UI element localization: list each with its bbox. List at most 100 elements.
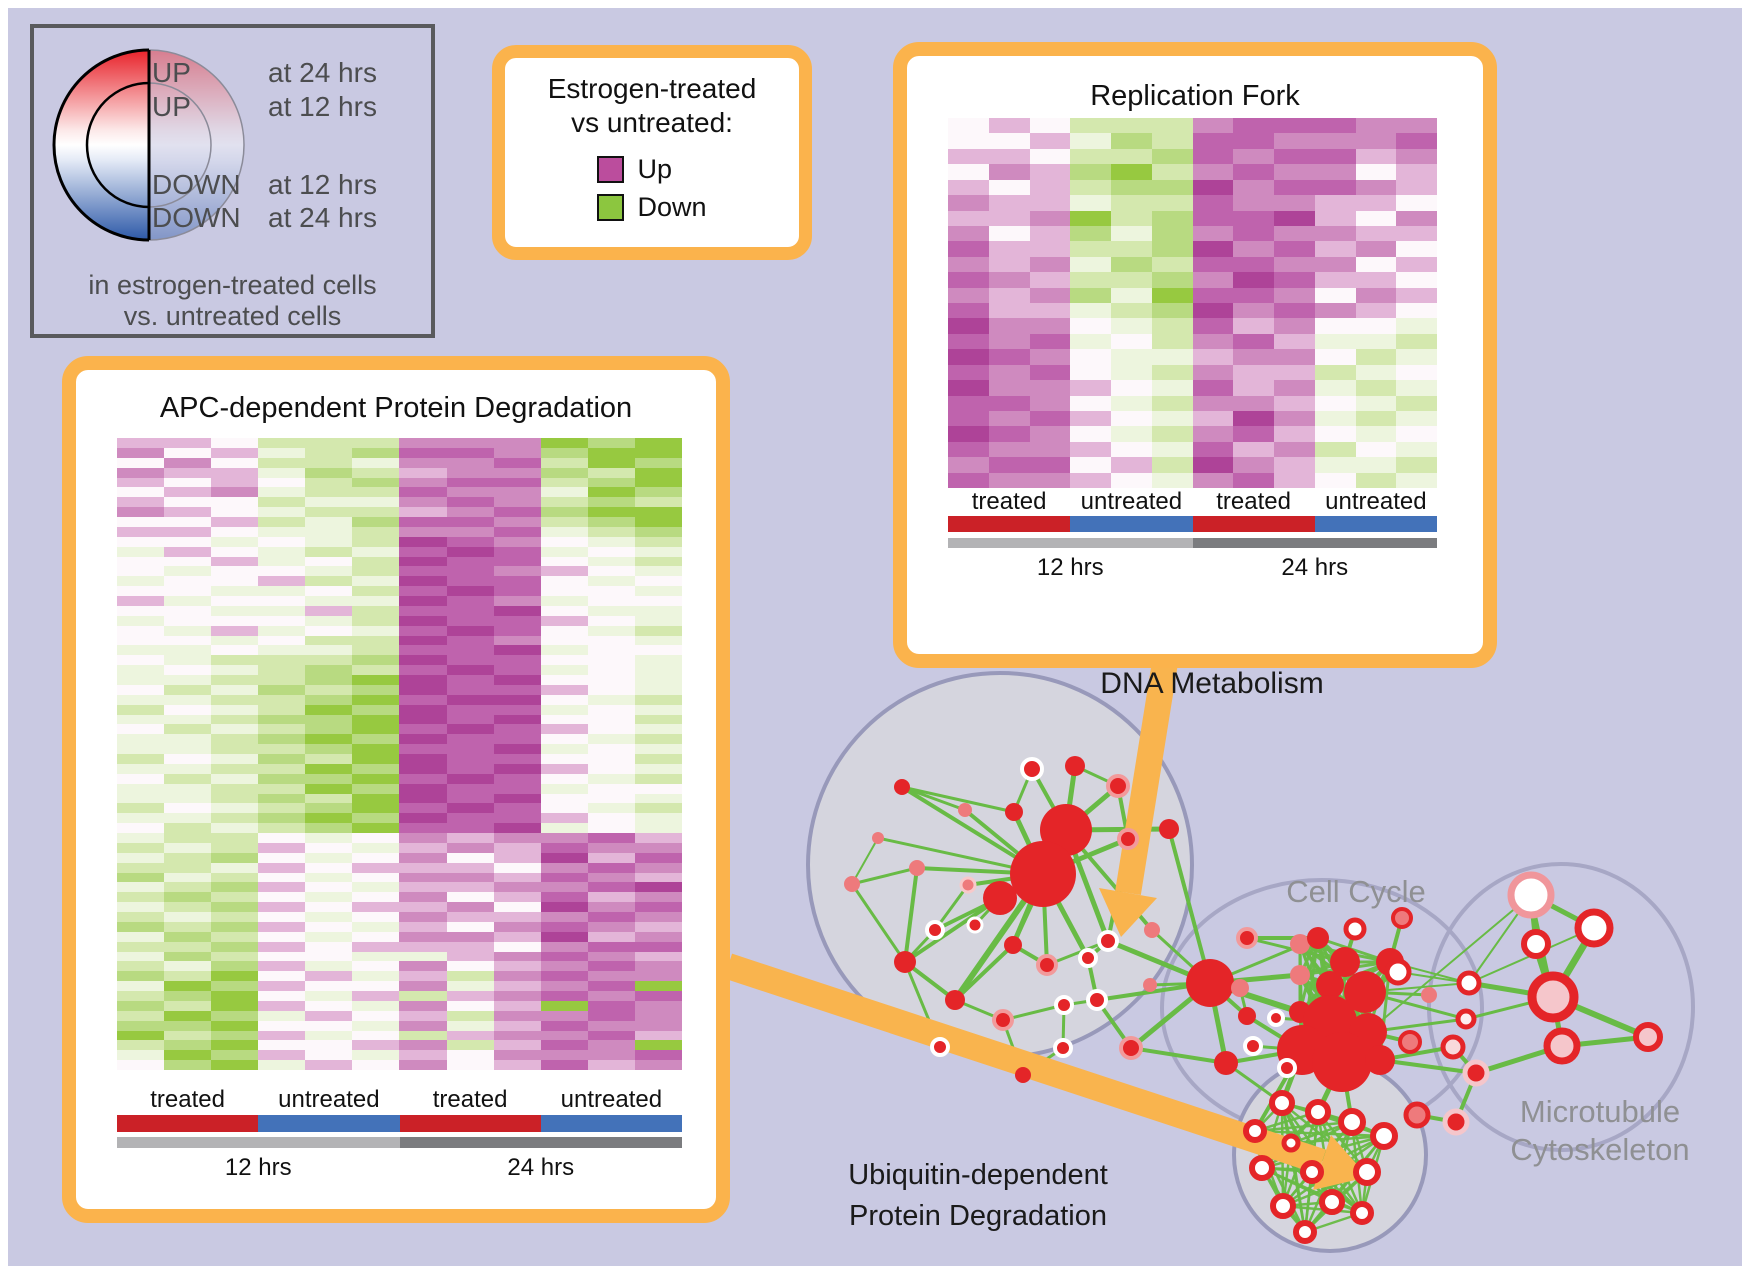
heatmap-cell xyxy=(164,536,212,547)
heatmap-cell xyxy=(258,665,306,675)
heatmap-cell xyxy=(164,892,212,903)
heatmap-cell xyxy=(211,536,259,547)
heatmap-cell xyxy=(493,793,541,804)
heatmap-cell xyxy=(587,1040,635,1051)
heatmap-cell xyxy=(1274,380,1315,396)
heatmap-cell xyxy=(352,882,400,893)
heatmap-cell xyxy=(258,477,306,488)
heatmap-cell xyxy=(258,615,306,626)
heatmap-cell xyxy=(587,961,635,972)
heatmap-cell xyxy=(352,754,400,764)
heatmap-cell xyxy=(352,655,400,666)
heatmap-cell xyxy=(164,783,212,794)
heatmap-cell xyxy=(211,507,259,517)
heatmap-cell xyxy=(399,892,447,903)
heatmap-cell xyxy=(587,665,635,675)
heatmap-cell xyxy=(1111,133,1152,149)
gene-node xyxy=(1455,1008,1477,1030)
heatmap-cell xyxy=(211,566,259,577)
heatmap-cell xyxy=(117,457,165,468)
heatmap-cell xyxy=(634,586,682,596)
gene-node xyxy=(1005,803,1023,821)
gene-node xyxy=(1543,1027,1581,1065)
heatmap-cell xyxy=(399,1010,447,1021)
heatmap-cell xyxy=(211,1020,259,1031)
heatmap-cell xyxy=(1029,349,1071,365)
gene-node xyxy=(1004,936,1022,954)
heatmap-cell xyxy=(164,477,212,488)
gene-node xyxy=(1186,959,1234,1007)
heatmap-cell xyxy=(587,912,635,922)
heatmap-cell xyxy=(540,536,588,547)
heatmap-cell xyxy=(117,763,165,774)
heatmap-cell xyxy=(1355,241,1397,257)
heatmap-cell xyxy=(493,684,541,695)
heatmap-cell xyxy=(305,724,353,735)
group-label-untreated: untreated xyxy=(278,1086,380,1113)
heatmap-cell xyxy=(211,882,259,893)
heatmap-cell xyxy=(117,675,165,685)
heatmap-cell xyxy=(446,605,494,616)
heatmap-cell xyxy=(305,694,353,705)
heatmap-cell xyxy=(1396,380,1437,396)
heatmap-cell xyxy=(117,517,165,527)
cluster-microtubule-cytoskeleton xyxy=(1427,862,1695,1152)
heatmap-cell xyxy=(399,586,447,596)
gene-node xyxy=(1442,1108,1470,1136)
heatmap-cell xyxy=(399,744,447,754)
heatmap-cell xyxy=(258,882,306,893)
heatmap-cell xyxy=(634,1000,682,1011)
heatmap-cell xyxy=(258,783,306,794)
heatmap-cell xyxy=(493,694,541,705)
gene-node xyxy=(1421,987,1437,1003)
heatmap-cell xyxy=(446,536,494,547)
heatmap-cell xyxy=(587,882,635,893)
heatmap-cell xyxy=(164,645,212,656)
heatmap-cell xyxy=(1151,133,1193,149)
heatmap-cell xyxy=(1070,118,1111,134)
heatmap-cell xyxy=(1396,241,1437,257)
heatmap-cell xyxy=(1111,364,1152,381)
heatmap-cell xyxy=(352,763,400,774)
updown-gradient-circle xyxy=(52,48,245,242)
heatmap-cell xyxy=(1151,287,1193,303)
heatmap-cell xyxy=(493,724,541,735)
heatmap-cell xyxy=(446,596,494,606)
network-edge xyxy=(953,943,1015,1002)
heatmap-cell xyxy=(164,872,212,883)
heatmap-cell xyxy=(446,615,494,626)
apc-treatment-bar xyxy=(117,1115,682,1132)
heatmap-cell xyxy=(305,1040,353,1051)
gene-node xyxy=(1344,971,1386,1013)
heatmap-cell xyxy=(164,517,212,527)
heatmap-cell xyxy=(117,615,165,626)
heatmap-cell xyxy=(587,704,635,715)
heatmap-cell xyxy=(164,724,212,735)
heatmap-cell xyxy=(948,395,989,411)
legend-caption-line2: vs. untreated cells xyxy=(123,301,342,331)
heatmap-cell xyxy=(211,497,259,508)
heatmap-cell xyxy=(540,902,588,912)
heatmap-cell xyxy=(305,793,353,804)
heatmap-cell xyxy=(258,813,306,824)
heatmap-cell xyxy=(164,1040,212,1051)
heatmap-cell xyxy=(634,684,682,695)
heatmap-cell xyxy=(399,783,447,794)
apc-degradation-panel: APC-dependent Protein Degradation treate… xyxy=(62,356,730,1223)
heatmap-cell xyxy=(587,783,635,794)
heatmap-cell xyxy=(211,793,259,804)
heatmap-cell xyxy=(1314,333,1356,350)
heatmap-cell xyxy=(211,467,259,478)
heatmap-cell xyxy=(948,272,989,288)
heatmap-cell xyxy=(587,823,635,833)
heatmap-cell xyxy=(634,872,682,883)
heatmap-cell xyxy=(305,912,353,922)
heatmap-cell xyxy=(399,833,447,843)
heatmap-cell xyxy=(164,457,212,468)
heatmap-cell xyxy=(117,892,165,903)
heatmap-cell xyxy=(1192,256,1234,273)
heatmap-cell xyxy=(164,467,212,478)
heatmap-cell xyxy=(305,872,353,883)
heatmap-cell xyxy=(164,497,212,508)
heatmap-cell xyxy=(1314,225,1356,242)
